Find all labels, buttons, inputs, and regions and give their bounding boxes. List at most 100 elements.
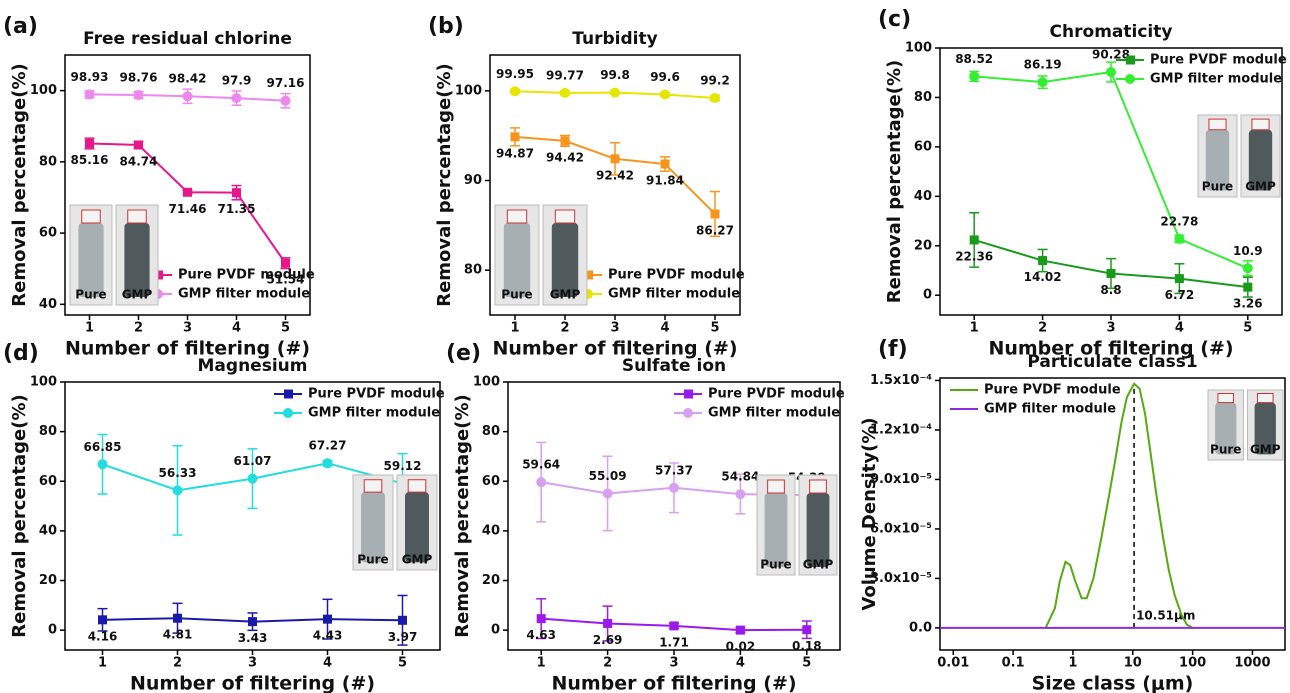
x-tick-label: 5 xyxy=(398,656,407,671)
y-tick-label: 9.0x10⁻⁵ xyxy=(870,472,932,487)
y-tick-label: 80 xyxy=(39,424,57,439)
data-point xyxy=(232,188,241,198)
filter-cap xyxy=(809,479,827,494)
inset-label: Pure xyxy=(1202,180,1233,194)
data-point xyxy=(1242,263,1253,274)
value-label: 1.71 xyxy=(659,635,689,649)
filter-body xyxy=(1205,129,1230,191)
value-label: 14.02 xyxy=(1024,270,1062,284)
y-tick-label: 100 xyxy=(455,83,482,98)
value-label: 97.16 xyxy=(267,76,305,90)
y-tick-label: 100 xyxy=(905,41,932,56)
x-tick-label: 100 xyxy=(1179,656,1206,671)
value-label: 66.85 xyxy=(84,440,122,454)
filter-body xyxy=(124,223,150,297)
data-point xyxy=(248,617,257,627)
legend-label: GMP filter module xyxy=(178,287,310,302)
data-point xyxy=(1038,256,1048,266)
filter-body xyxy=(1248,129,1273,191)
x-axis-label: Number of filtering (#) xyxy=(492,338,737,360)
data-point xyxy=(1174,233,1185,244)
filter-cap xyxy=(1217,393,1235,404)
x-axis-label: Number of filtering (#) xyxy=(65,338,310,360)
legend-marker xyxy=(1125,74,1135,84)
panel-label: (a) xyxy=(3,14,38,39)
x-tick-label: 0.1 xyxy=(1002,656,1025,671)
value-label: 71.35 xyxy=(218,202,256,216)
x-axis-label: Number of filtering (#) xyxy=(551,673,796,693)
data-point xyxy=(84,89,95,100)
inset-label: Pure xyxy=(501,288,532,302)
value-label: 98.76 xyxy=(120,71,158,85)
value-label: 54.84 xyxy=(721,470,759,484)
y-axis-label: Removal percentage(%) xyxy=(452,394,473,638)
data-point xyxy=(172,485,183,496)
value-label: 10.9 xyxy=(1233,244,1263,258)
data-point xyxy=(1243,282,1253,292)
y-tick-label: 6.0x10⁻⁵ xyxy=(870,521,932,536)
chart-title: Chromaticity xyxy=(1050,22,1173,42)
x-tick-label: 1 xyxy=(537,656,546,671)
legend-label: Pure PVDF module xyxy=(708,387,845,402)
y-tick-label: 20 xyxy=(482,573,500,588)
data-point xyxy=(182,91,193,102)
value-label: 86.19 xyxy=(1024,58,1062,72)
y-tick-label: 90 xyxy=(464,173,482,188)
data-point xyxy=(1037,77,1048,88)
value-label: 97.9 xyxy=(222,74,252,88)
y-axis-label: Removal percentage(%) xyxy=(434,63,455,307)
inset-label: GMP xyxy=(803,558,834,572)
data-point xyxy=(97,459,108,470)
value-label: 3.26 xyxy=(1233,297,1263,311)
value-label: 99.77 xyxy=(546,68,584,82)
filter-cap xyxy=(81,209,101,224)
y-tick-label: 60 xyxy=(482,474,500,489)
data-point xyxy=(560,87,570,98)
value-label: 94.87 xyxy=(496,146,534,160)
legend-label: GMP filter module xyxy=(708,406,840,421)
series-line xyxy=(1044,382,1194,629)
y-axis-label: Removal percentage(%) xyxy=(884,60,905,304)
data-point xyxy=(560,136,570,146)
data-point xyxy=(85,138,94,148)
x-tick-label: 1000 xyxy=(1234,656,1270,671)
value-label: 59.64 xyxy=(522,458,560,472)
y-tick-label: 40 xyxy=(39,297,57,312)
legend-label: GMP filter module xyxy=(308,406,440,421)
filter-cap xyxy=(1251,118,1270,131)
value-label: 85.16 xyxy=(71,153,109,167)
x-tick-label: 4 xyxy=(736,656,745,671)
data-point xyxy=(802,625,812,635)
x-tick-label: 3 xyxy=(1106,321,1115,336)
data-point xyxy=(710,209,720,219)
y-tick-label: 0 xyxy=(48,623,57,638)
legend-label: GMP filter module xyxy=(984,402,1116,417)
legend-label: Pure PVDF module xyxy=(1150,53,1287,68)
data-point xyxy=(510,86,520,97)
y-tick-label: 40 xyxy=(482,523,500,538)
value-label: 4.16 xyxy=(88,629,118,643)
legend-label: GMP filter module xyxy=(608,287,740,302)
value-label: 99.8 xyxy=(600,68,630,82)
data-point xyxy=(669,621,679,631)
legend-marker xyxy=(283,408,293,418)
data-point xyxy=(1174,274,1184,284)
value-label: 98.42 xyxy=(169,72,207,86)
value-label: 99.6 xyxy=(650,70,680,84)
data-point xyxy=(133,90,144,101)
panel-label: (f) xyxy=(878,337,908,362)
value-label: 92.42 xyxy=(596,168,634,182)
x-tick-label: 5 xyxy=(710,321,719,336)
data-point xyxy=(322,458,333,469)
value-label: 22.78 xyxy=(1160,214,1198,228)
value-label: 0.18 xyxy=(792,639,822,653)
legend-marker xyxy=(1126,55,1135,65)
inset-label: Pure xyxy=(357,553,388,567)
value-label: 88.52 xyxy=(955,52,993,66)
data-point xyxy=(969,235,979,245)
filter-cap xyxy=(554,209,576,224)
x-tick-label: 4 xyxy=(232,321,241,336)
inset-label: GMP xyxy=(122,288,153,302)
x-tick-label: 3 xyxy=(610,321,619,336)
filter-body xyxy=(551,223,579,297)
